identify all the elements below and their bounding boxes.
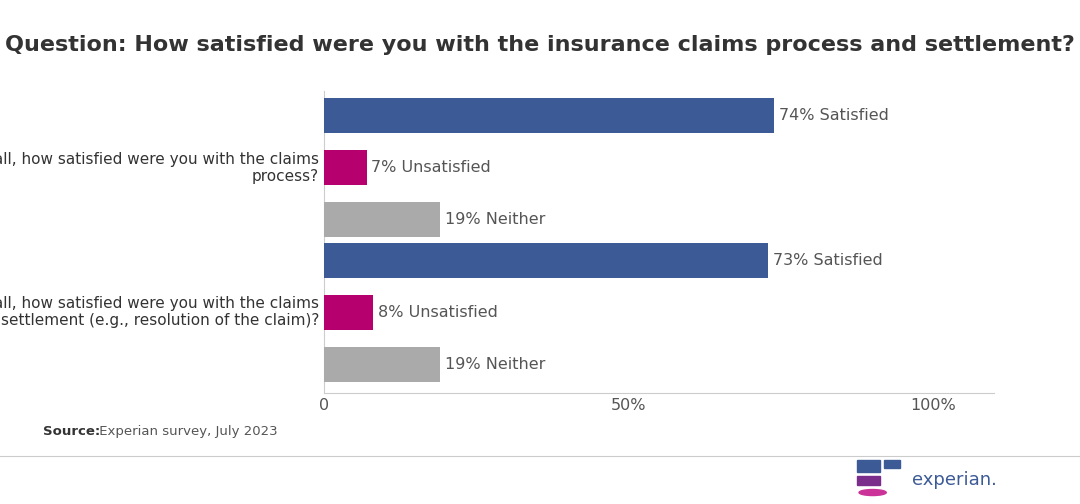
Text: experian.: experian. <box>912 471 997 489</box>
Bar <box>858 461 880 472</box>
Text: Source:: Source: <box>43 425 100 438</box>
Bar <box>885 461 900 468</box>
Text: Experian survey, July 2023: Experian survey, July 2023 <box>95 425 278 438</box>
Circle shape <box>859 489 887 495</box>
Bar <box>324 243 768 278</box>
Bar <box>324 98 774 133</box>
Text: 7% Unsatisfied: 7% Unsatisfied <box>372 160 491 175</box>
Text: Question: How satisfied were you with the insurance claims process and settlemen: Question: How satisfied were you with th… <box>5 35 1075 55</box>
Text: 74% Satisfied: 74% Satisfied <box>780 108 889 123</box>
Text: 19% Neither: 19% Neither <box>445 212 545 227</box>
Bar <box>324 203 440 237</box>
Text: 73% Satisfied: 73% Satisfied <box>773 253 883 268</box>
Text: 8% Unsatisfied: 8% Unsatisfied <box>378 305 498 320</box>
Text: 19% Neither: 19% Neither <box>445 357 545 372</box>
Bar <box>324 295 373 330</box>
Bar <box>858 476 880 485</box>
Bar <box>324 150 366 185</box>
Bar <box>324 347 440 382</box>
